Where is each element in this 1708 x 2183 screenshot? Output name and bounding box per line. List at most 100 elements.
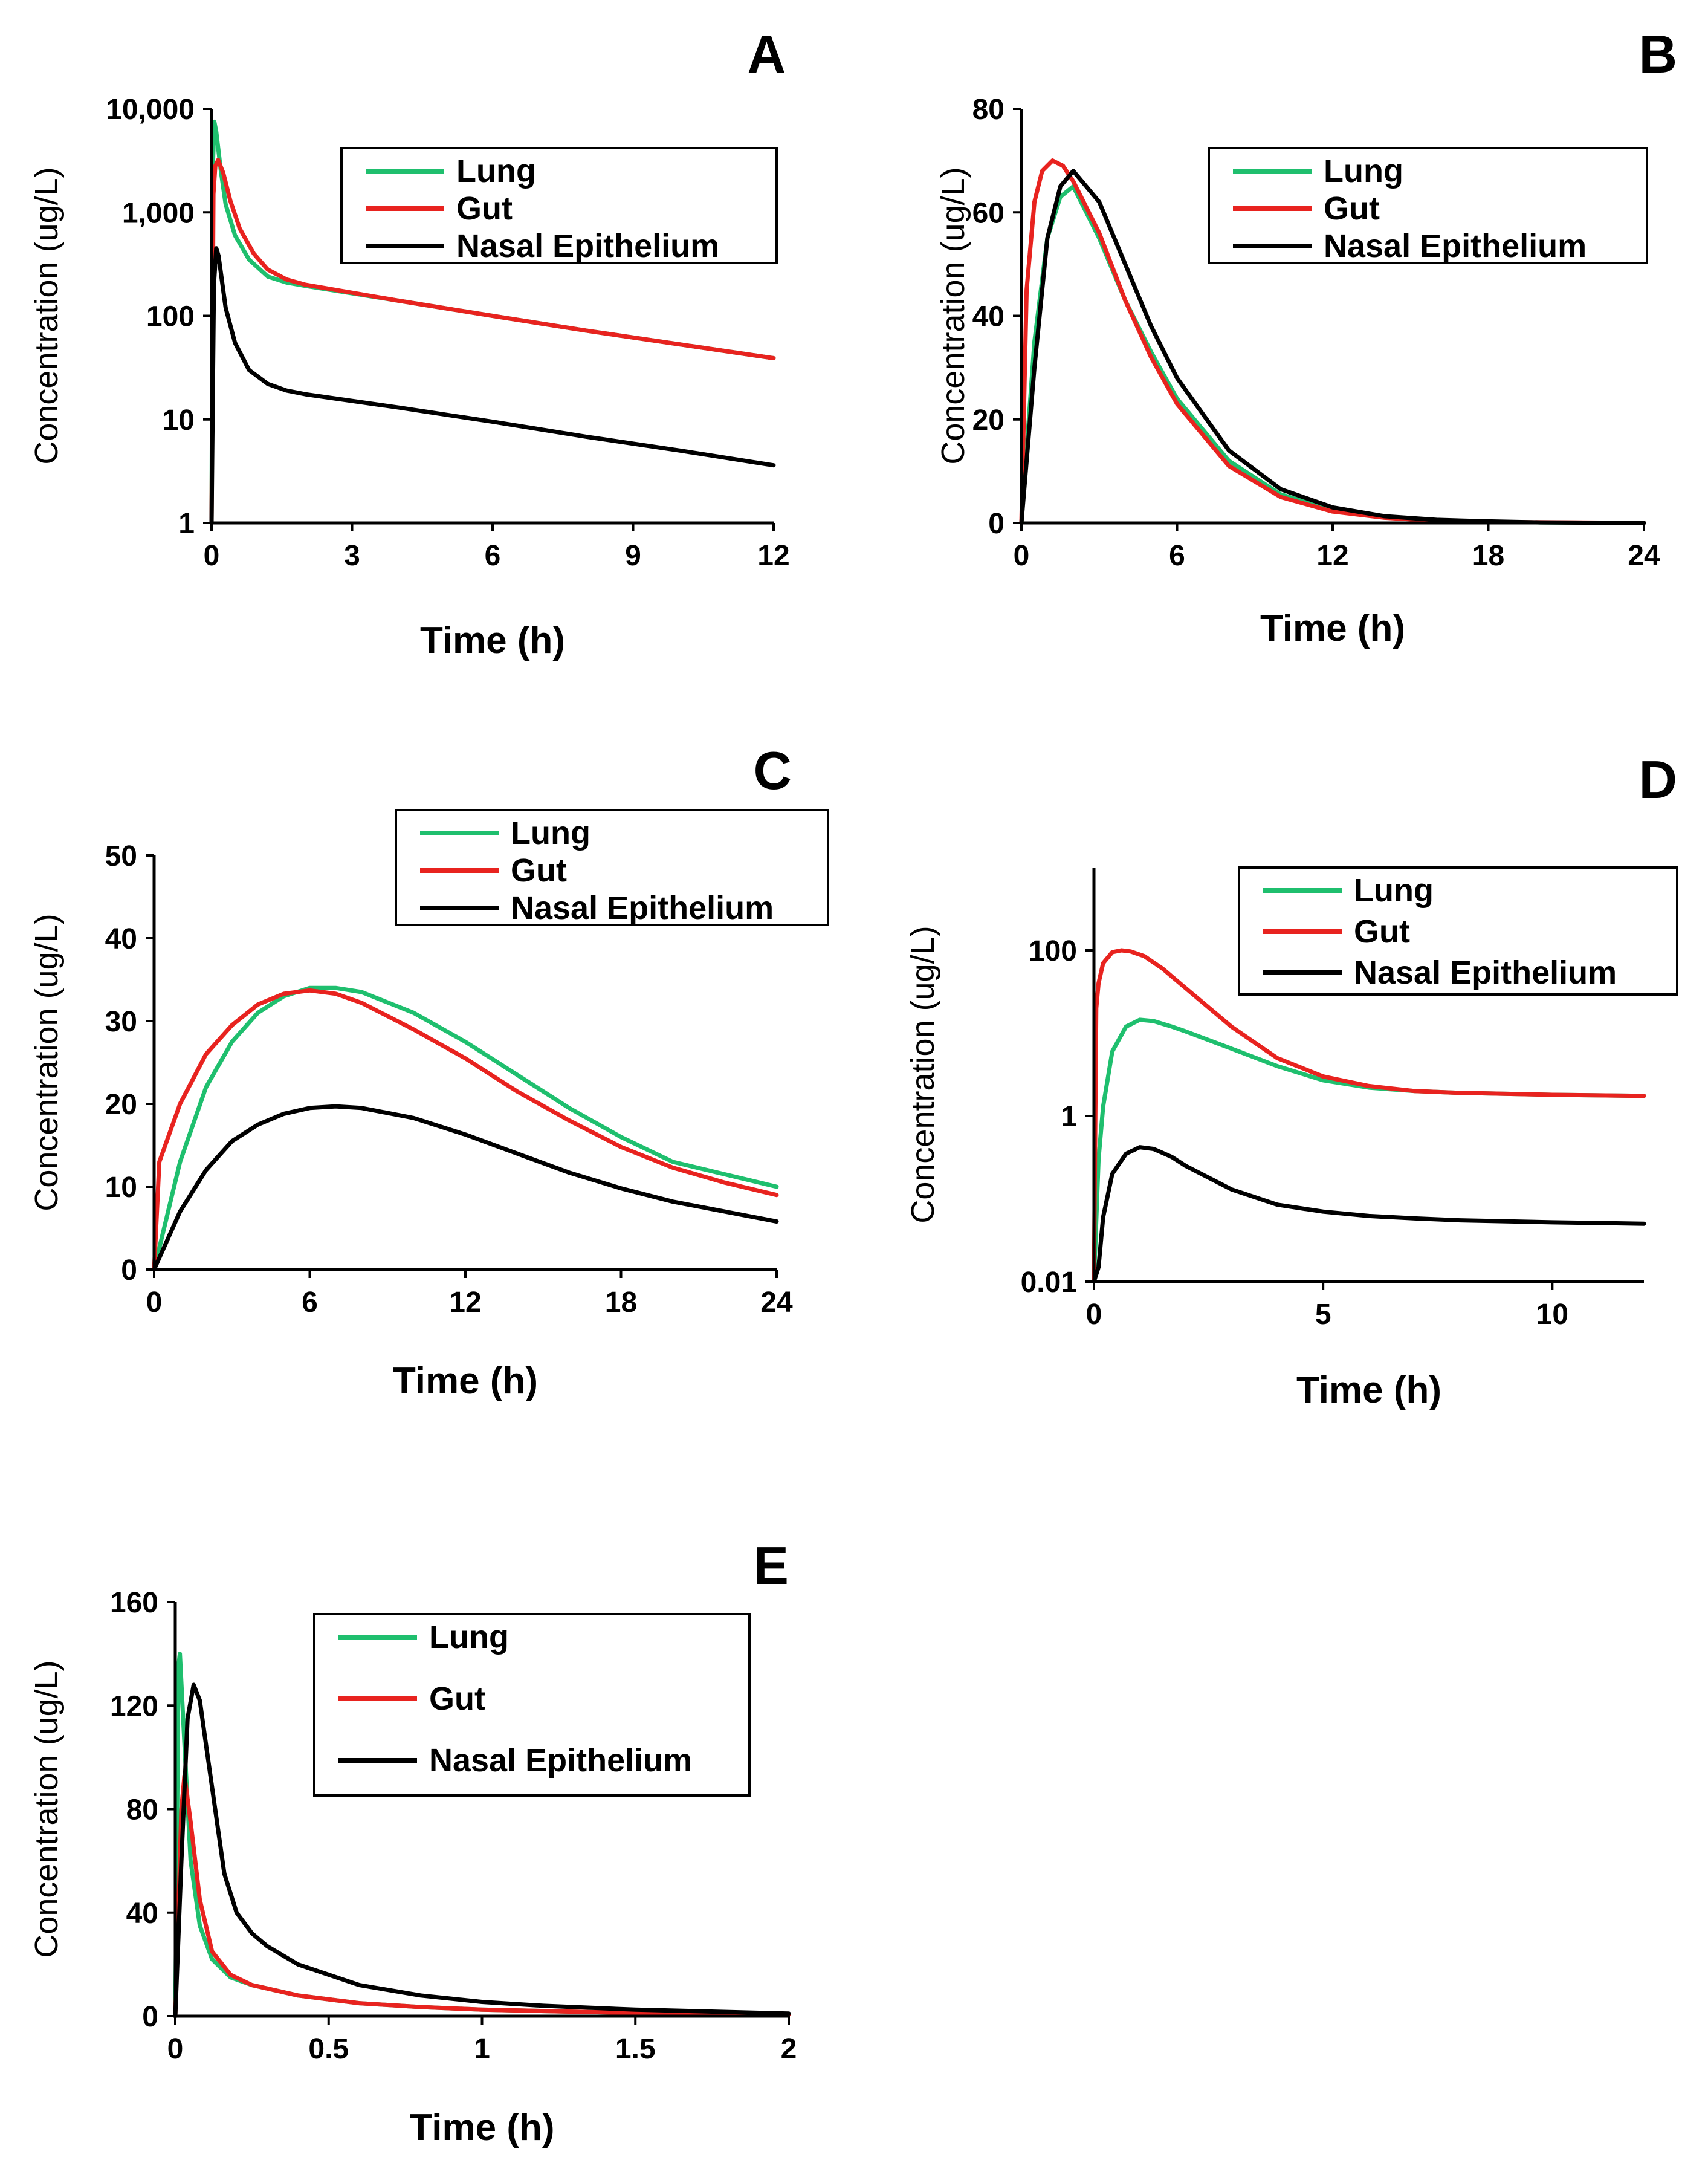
panel-c-x-tick-label: 24: [760, 1286, 793, 1319]
panel-e-legend-box: [313, 1613, 751, 1797]
panel-d-y-axis-label: Concentration (ug/L): [905, 926, 941, 1223]
panel-e-y-tick-label: 160: [110, 1587, 158, 1619]
panel-c-series-lung: [152, 985, 779, 1272]
panel-a-x-tick-label: 0: [204, 540, 220, 572]
legend-label-lung: Lung: [456, 153, 536, 189]
panel-b-y-tick-label: 80: [972, 94, 1004, 126]
panel-e-x-tick-label: 0.5: [308, 2033, 349, 2065]
panel-d-series-lung: [1092, 1017, 1646, 1284]
panel-c-x-axis-label: Time (h): [393, 1360, 538, 1402]
panel-d-legend: Lung Gut Nasal Epithelium: [1238, 866, 1678, 996]
panel-d-x-tick-label: 0: [1086, 1299, 1102, 1331]
panel-c-label: C: [753, 741, 792, 800]
panel-b-y-tick-label: 0: [988, 508, 1004, 540]
panel-a-x-tick-label: 3: [344, 540, 360, 572]
panel-b-x-tick-label: 12: [1316, 540, 1348, 572]
panel-a-x-axis-label: Time (h): [420, 620, 565, 661]
legend-label-gut: Gut: [456, 190, 513, 227]
panel-a-y-tick-label: 1: [178, 508, 195, 540]
panel-e-x-tick-label: 2: [781, 2033, 797, 2065]
legend-label-lung: Lung: [429, 1619, 509, 1655]
panel-a-y-tick-label: 1,000: [122, 197, 195, 229]
chart-panel-a: 0 3 6 9 12 1 10 100 1,000 10,000 Time (h) Concentra…: [28, 24, 790, 661]
panel-b-y-tick-label: 20: [972, 404, 1004, 436]
panel-a-x-tick-label: 12: [757, 540, 789, 572]
panel-c-x-tick-label: 18: [605, 1286, 637, 1319]
chart-panel-b: 0 6 12 18 24 0 20 40 60 80 Time (h) Concentration (…: [935, 24, 1677, 649]
panel-d-x-tick-label: 10: [1536, 1299, 1568, 1331]
panel-a-series-nasal-epithelium: [209, 246, 776, 525]
chart-panel-d: 0 5 10 0.01 1 100 Time (h) Concentration (ug/L)…: [905, 750, 1678, 1411]
panel-e-series-gut: [173, 1773, 791, 2019]
panel-a-y-tick-label: 10,000: [106, 94, 195, 126]
panel-e-label: E: [753, 1536, 789, 1595]
panel-b-y-tick-label: 40: [972, 301, 1004, 333]
panel-d-series-nasal-epithelium: [1092, 1145, 1646, 1284]
panel-a-series-gut: [209, 158, 776, 525]
panel-e-series-nasal-epithelium: [173, 1682, 791, 2019]
panel-c-series-gut: [152, 988, 779, 1272]
panel-d-label: D: [1638, 750, 1677, 809]
panel-c-y-tick-label: 30: [105, 1006, 137, 1038]
legend-label-gut: Gut: [1324, 190, 1380, 227]
panel-c-x-tick-label: 12: [449, 1286, 481, 1319]
panel-e-y-tick-label: 40: [126, 1898, 158, 1930]
panel-a-x-tick-label: 9: [625, 540, 641, 572]
panel-b-x-tick-label: 24: [1628, 540, 1660, 572]
panel-e-x-tick-label: 1.5: [615, 2033, 656, 2065]
panel-d-series-gut: [1092, 948, 1646, 1284]
panel-b-y-tick-label: 60: [972, 197, 1004, 229]
panel-d-y-tick-label: 100: [1029, 935, 1077, 967]
panel-b-x-tick-label: 6: [1169, 540, 1185, 572]
panel-c-y-tick-label: 50: [105, 840, 137, 872]
legend-label-nasal-epithelium: Nasal Epithelium: [1354, 955, 1617, 991]
panel-b-x-tick-label: 18: [1472, 540, 1504, 572]
panel-b-x-axis-label: Time (h): [1260, 608, 1405, 649]
panel-c-x-tick-label: 6: [302, 1286, 318, 1319]
panel-c-x-tick-label: 0: [146, 1286, 163, 1319]
panel-e-y-axis-label: Concentration (ug/L): [28, 1660, 65, 1958]
panel-d-x-tick-label: 5: [1315, 1299, 1331, 1331]
panel-a-label: A: [747, 24, 786, 84]
panel-e-y-tick-label: 80: [126, 1794, 158, 1826]
panel-e-x-axis-label: Time (h): [410, 2107, 555, 2149]
panel-e-x-tick-label: 1: [474, 2033, 490, 2065]
panel-c-y-tick-label: 20: [105, 1089, 137, 1121]
panel-c-y-tick-label: 40: [105, 923, 137, 955]
panel-c-y-tick-label: 0: [121, 1254, 137, 1286]
legend-label-lung: Lung: [511, 815, 590, 851]
legend-label-nasal-epithelium: Nasal Epithelium: [1324, 228, 1587, 264]
legend-label-gut: Gut: [511, 852, 567, 889]
panel-e-y-tick-label: 120: [110, 1690, 158, 1722]
panel-a-y-axis-label: Concentration (ug/L): [28, 167, 65, 464]
legend-label-nasal-epithelium: Nasal Epithelium: [456, 228, 719, 264]
legend-label-gut: Gut: [429, 1681, 485, 1717]
panel-b-x-tick-label: 0: [1014, 540, 1030, 572]
chart-panel-c: 0 6 12 18 24 0 10 20 30 40 50 Time (h) Concentration…: [28, 741, 829, 1402]
legend-label-lung: Lung: [1354, 872, 1434, 909]
legend-label-nasal-epithelium: Nasal Epithelium: [511, 890, 774, 926]
panel-b-series-nasal-epithelium: [1019, 169, 1646, 525]
panel-d-y-tick-label: 1: [1061, 1101, 1077, 1133]
legend-label-nasal-epithelium: Nasal Epithelium: [429, 1742, 692, 1779]
legend-label-lung: Lung: [1324, 153, 1403, 189]
panel-e-legend: Lung Gut Nasal Epithelium: [313, 1613, 751, 1797]
chart-panel-e: 0 0.5 1 1.5 2 0 40 80 120 160 Time (h) Concentratio…: [28, 1536, 797, 2149]
panel-e-y-tick-label: 0: [142, 2001, 158, 2033]
panel-c-y-tick-label: 10: [105, 1172, 137, 1204]
panel-b-y-axis-label: Concentration (ug/L): [935, 167, 971, 464]
panel-c-y-axis-label: Concentration (ug/L): [28, 913, 65, 1211]
panel-a-y-tick-label: 100: [146, 301, 195, 333]
panel-b-label: B: [1638, 24, 1677, 84]
panel-a-y-tick-label: 10: [163, 404, 195, 436]
panel-c-series-nasal-epithelium: [152, 1104, 779, 1272]
legend-label-gut: Gut: [1354, 913, 1410, 950]
panel-d-y-tick-label: 0.01: [1021, 1267, 1077, 1299]
panel-a-x-tick-label: 6: [485, 540, 501, 572]
panel-d-x-axis-label: Time (h): [1296, 1369, 1441, 1411]
panel-e-x-tick-label: 0: [167, 2033, 184, 2065]
